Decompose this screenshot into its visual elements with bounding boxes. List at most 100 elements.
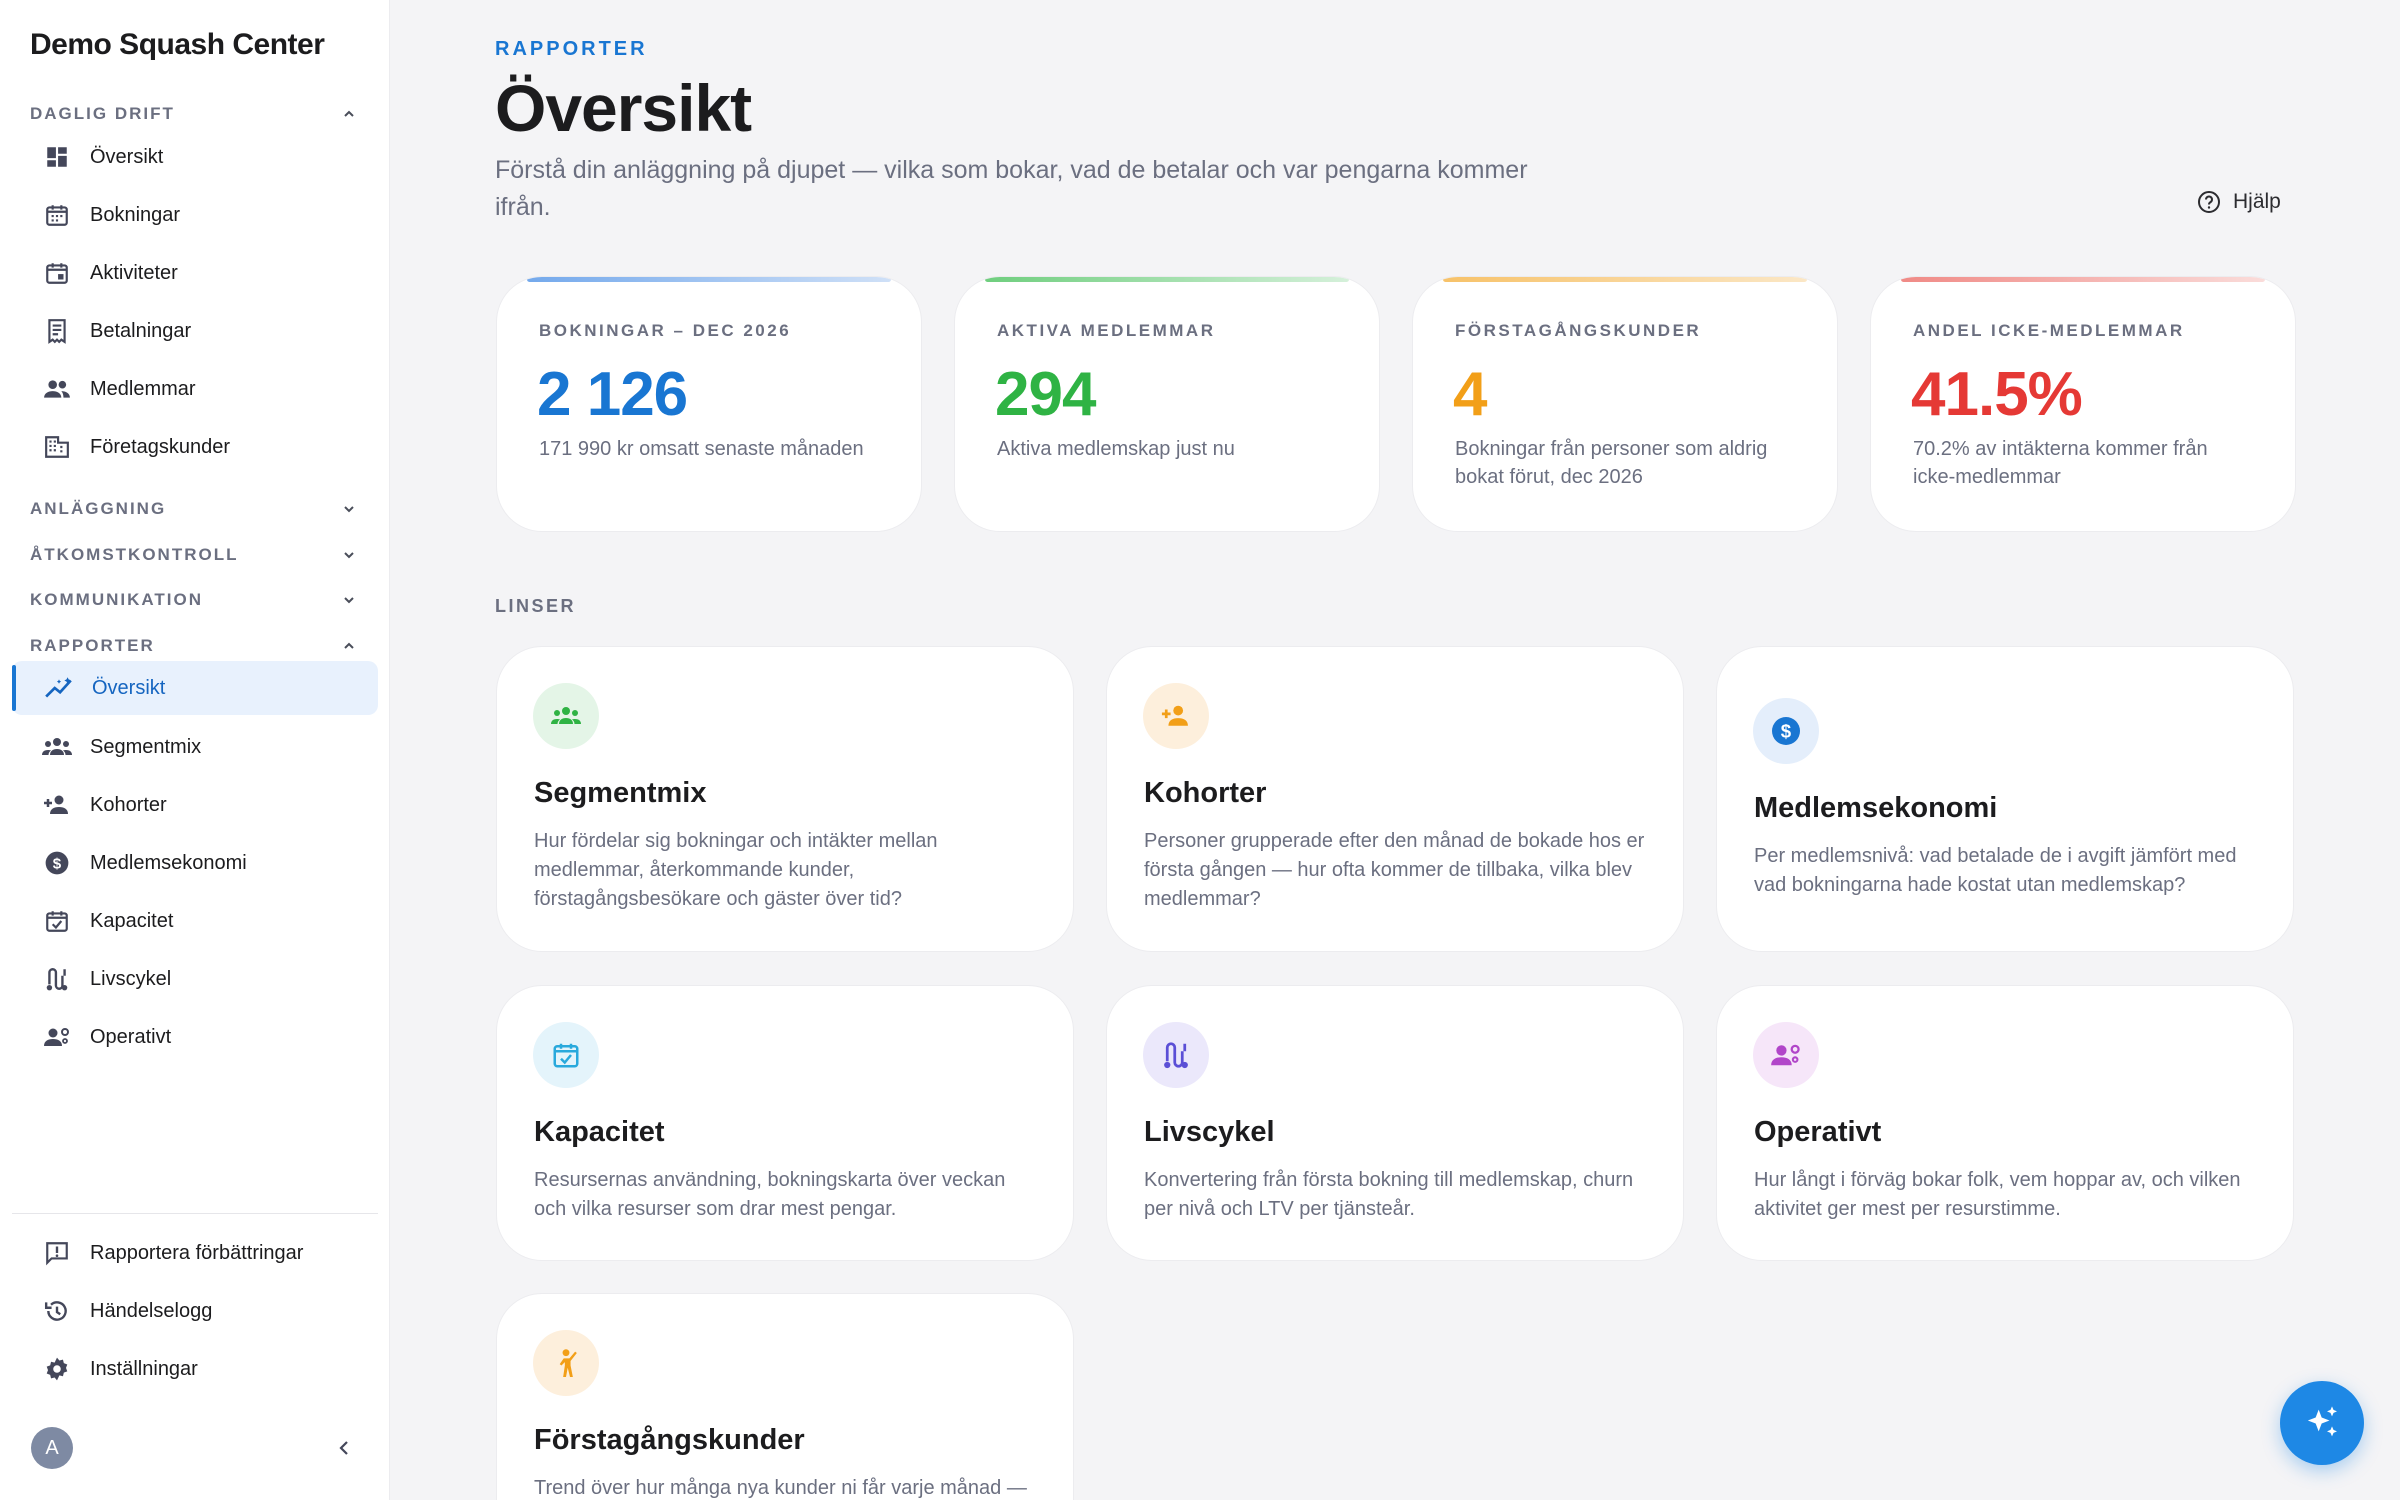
help-circle-icon bbox=[2195, 188, 2223, 216]
kpi-label: ANDEL ICKE-MEDLEMMAR bbox=[1913, 321, 2185, 340]
groups-icon bbox=[40, 730, 74, 764]
lens-description: Per medlemsnivå: vad betalade de i avgif… bbox=[1754, 845, 2237, 896]
sidebar-item-foretagskunder[interactable]: Företagskunder bbox=[12, 420, 378, 474]
sidebar-item-livscykel[interactable]: Livscykel bbox=[12, 952, 378, 1006]
section-anlaggning[interactable]: ANLÄGGNING bbox=[30, 494, 360, 524]
kpi-label: AKTIVA MEDLEMMAR bbox=[997, 321, 1216, 340]
lens-card-medlemsekonomi[interactable]: $ Medlemsekonomi Per medlemsnivå: vad be… bbox=[1716, 646, 2294, 952]
sidebar-item-betalningar[interactable]: Betalningar bbox=[12, 304, 378, 358]
brand-name: Demo Squash Center bbox=[30, 28, 325, 61]
sidebar-item-label: Översikt bbox=[92, 676, 166, 699]
kpi-accent-bar bbox=[1901, 277, 2265, 282]
lens-title: Förstagångskunder bbox=[534, 1424, 805, 1456]
kpi-accent-bar bbox=[985, 277, 1349, 282]
lens-title: Operativt bbox=[1754, 1116, 1882, 1148]
chevron-left-icon bbox=[339, 1441, 348, 1455]
page-title: Översikt bbox=[495, 71, 752, 145]
sidebar-item-installningar[interactable]: Inställningar bbox=[12, 1342, 378, 1396]
engineering-icon bbox=[1753, 1022, 1819, 1088]
sidebar-item-label: Bokningar bbox=[90, 203, 181, 226]
section-daglig-drift[interactable]: DAGLIG DRIFT bbox=[30, 99, 360, 129]
kpi-subtext: Aktiva medlemskap just nu bbox=[997, 438, 1235, 460]
lens-description: Hur fördelar sig bokningar och intäkter … bbox=[534, 830, 938, 910]
event-icon bbox=[40, 256, 74, 290]
chevron-up-icon bbox=[338, 103, 360, 125]
lens-card-kohorter[interactable]: Kohorter Personer grupperade efter den m… bbox=[1106, 646, 1684, 952]
lens-description: Hur långt i förväg bokar folk, vem hoppa… bbox=[1754, 1169, 2241, 1220]
page-eyebrow: RAPPORTER bbox=[495, 38, 648, 60]
lens-card-forstagangskunder[interactable]: Förstagångskunder Trend över hur många n… bbox=[496, 1293, 1074, 1500]
sidebar-item-aktiviteter[interactable]: Aktiviteter bbox=[12, 246, 378, 300]
sidebar-item-label: Kohorter bbox=[90, 793, 167, 816]
kpi-card-bokningar: BOKNINGAR – DEC 2026 2 126 171 990 kr om… bbox=[496, 276, 922, 532]
insights-icon bbox=[42, 671, 76, 705]
sidebar-item-operativt[interactable]: Operativt bbox=[12, 1010, 378, 1064]
sidebar-item-kapacitet[interactable]: Kapacitet bbox=[12, 894, 378, 948]
sidebar-item-medlemsekonomi[interactable]: $ Medlemsekonomi bbox=[12, 836, 378, 890]
dashboard-icon bbox=[40, 140, 74, 174]
kpi-accent-bar bbox=[1443, 277, 1807, 282]
lens-description: Personer grupperade efter den månad de b… bbox=[1144, 830, 1645, 910]
kpi-subtext: Bokningar från personer som aldrig bokat… bbox=[1455, 438, 1768, 488]
sidebar-item-label: Företagskunder bbox=[90, 435, 231, 458]
people-icon bbox=[40, 372, 74, 406]
kpi-label: BOKNINGAR – DEC 2026 bbox=[539, 321, 792, 340]
section-atkomstkontroll[interactable]: ÅTKOMSTKONTROLL bbox=[30, 540, 360, 570]
engineering-icon bbox=[40, 1020, 74, 1054]
sidebar-item-label: Medlemmar bbox=[90, 377, 196, 400]
kpi-accent-bar bbox=[527, 277, 891, 282]
kpi-subtext: 70.2% av intäkterna kommer från icke-med… bbox=[1913, 438, 2208, 488]
lens-card-segmentmix[interactable]: Segmentmix Hur fördelar sig bokningar oc… bbox=[496, 646, 1074, 952]
lens-card-kapacitet[interactable]: Kapacitet Resursernas användning, boknin… bbox=[496, 985, 1074, 1261]
sidebar-item-rapport-oversikt[interactable]: Översikt bbox=[12, 661, 378, 715]
lens-title: Kohorter bbox=[1144, 777, 1267, 809]
section-rapporter[interactable]: RAPPORTER bbox=[30, 631, 360, 661]
waving-person-icon bbox=[533, 1330, 599, 1396]
event-available-icon bbox=[533, 1022, 599, 1088]
sidebar-item-oversikt[interactable]: Översikt bbox=[12, 130, 378, 184]
lens-title: Medlemsekonomi bbox=[1754, 792, 1998, 824]
lens-description: Trend över hur många nya kunder ni får v… bbox=[534, 1477, 1027, 1499]
sidebar-item-label: Händelselogg bbox=[90, 1299, 213, 1322]
sidebar-item-label: Inställningar bbox=[90, 1357, 198, 1380]
chevron-down-icon bbox=[338, 589, 360, 611]
sidebar-item-segmentmix[interactable]: Segmentmix bbox=[12, 720, 378, 774]
sidebar-item-rapportera-forbattringar[interactable]: Rapportera förbättringar bbox=[12, 1226, 378, 1280]
sidebar-item-kohorter[interactable]: Kohorter bbox=[12, 778, 378, 832]
section-label: ÅTKOMSTKONTROLL bbox=[30, 545, 239, 564]
kpi-subtext: 171 990 kr omsatt senaste månaden bbox=[539, 438, 864, 460]
lens-card-operativt[interactable]: Operativt Hur långt i förväg bokar folk,… bbox=[1716, 985, 2294, 1261]
sidebar-item-label: Betalningar bbox=[90, 319, 192, 342]
lens-description: Konvertering från första bokning till me… bbox=[1144, 1169, 1634, 1220]
section-label: RAPPORTER bbox=[30, 636, 155, 655]
sidebar-item-label: Medlemsekonomi bbox=[90, 851, 247, 874]
sidebar-item-medlemmar[interactable]: Medlemmar bbox=[12, 362, 378, 416]
event-available-icon bbox=[40, 904, 74, 938]
sidebar-item-label: Operativt bbox=[90, 1025, 172, 1048]
kpi-label: FÖRSTAGÅNGSKUNDER bbox=[1455, 321, 1702, 340]
ai-assistant-button[interactable] bbox=[2280, 1381, 2364, 1465]
sparkles-icon bbox=[2307, 1406, 2337, 1437]
receipt-icon bbox=[40, 314, 74, 348]
section-kommunikation[interactable]: KOMMUNIKATION bbox=[30, 585, 360, 615]
sidebar-item-label: Översikt bbox=[90, 145, 164, 168]
kpi-value: 294 bbox=[995, 360, 1096, 429]
help-label: Hjälp bbox=[2233, 190, 2281, 213]
collapse-sidebar-button[interactable] bbox=[330, 1434, 358, 1462]
person-add-icon bbox=[40, 788, 74, 822]
sidebar-item-label: Rapportera förbättringar bbox=[90, 1241, 304, 1264]
help-button[interactable]: Hjälp bbox=[2195, 188, 2281, 216]
sidebar-item-bokningar[interactable]: Bokningar bbox=[12, 188, 378, 242]
sidebar-divider bbox=[12, 1213, 378, 1214]
lens-title: Kapacitet bbox=[534, 1116, 665, 1148]
avatar[interactable]: A bbox=[31, 1427, 73, 1469]
lens-title: Segmentmix bbox=[534, 777, 707, 809]
page-subtitle: Förstå din anläggning på djupet — vilka … bbox=[495, 156, 1528, 221]
feedback-icon bbox=[40, 1236, 74, 1270]
section-label: ANLÄGGNING bbox=[30, 499, 167, 518]
sidebar-item-label: Livscykel bbox=[90, 967, 172, 990]
kpi-value: 4 bbox=[1453, 360, 1487, 429]
sidebar-item-label: Kapacitet bbox=[90, 909, 174, 932]
lens-card-livscykel[interactable]: Livscykel Konvertering från första bokni… bbox=[1106, 985, 1684, 1261]
sidebar-item-handelselogg[interactable]: Händelselogg bbox=[12, 1284, 378, 1338]
